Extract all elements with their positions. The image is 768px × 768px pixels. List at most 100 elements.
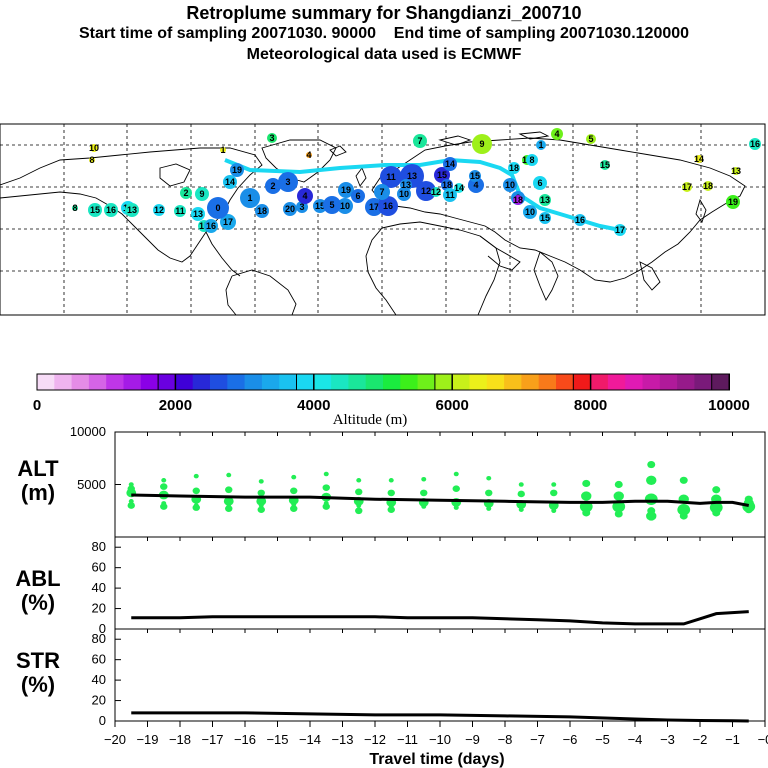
map-point-label: 4 xyxy=(302,191,307,201)
alt-sample-point xyxy=(161,478,167,483)
x-tick-label: −18 xyxy=(169,732,191,747)
map-point: 2 xyxy=(180,187,192,199)
map-point: 3 xyxy=(267,133,277,143)
map-point: 13 xyxy=(125,203,139,217)
colorbar-cell xyxy=(365,374,384,390)
map-point-marker xyxy=(726,195,740,209)
map-point-marker xyxy=(526,154,538,166)
map-point-marker xyxy=(104,203,118,217)
met-data-note: Meteorological data used is ECMWF xyxy=(246,46,522,63)
x-tick-label: −0 xyxy=(758,732,768,747)
map-point-marker xyxy=(265,178,281,194)
alt-sample-point xyxy=(291,474,297,480)
alt-label: ALT xyxy=(17,456,59,481)
alt-sample-point xyxy=(453,471,459,477)
alt-sample-point xyxy=(421,504,427,509)
alt-sample-point xyxy=(550,489,558,497)
map-point-label: 10 xyxy=(505,180,515,190)
x-axis-title: Travel time (days) xyxy=(369,751,504,768)
alt-sample-point xyxy=(582,479,591,488)
map-point-marker xyxy=(338,182,354,198)
alt-unit: (m) xyxy=(21,480,55,505)
map-point-marker xyxy=(125,203,139,217)
map-point-label: 10 xyxy=(89,143,99,153)
map-point: 1 xyxy=(536,140,546,150)
map-point-marker xyxy=(174,205,186,217)
map-point: 19 xyxy=(726,195,740,209)
colorbar-cell xyxy=(175,374,194,390)
map-point-marker xyxy=(551,128,563,140)
map-point: 15 xyxy=(600,160,610,170)
map-point: 13 xyxy=(400,179,412,191)
colorbar-cell xyxy=(106,374,124,390)
y-tick-label: 60 xyxy=(92,652,106,667)
map-point-label: 18 xyxy=(509,163,519,173)
alt-sample-point xyxy=(614,480,623,489)
colorbar-cell xyxy=(123,374,142,390)
map-point: 10 xyxy=(89,143,99,153)
map-point-label: 3 xyxy=(269,133,274,143)
map-point: 6 xyxy=(533,176,547,190)
map-point-marker xyxy=(732,167,740,175)
y-tick-label: 40 xyxy=(92,580,106,595)
map-point-marker xyxy=(749,138,761,150)
map-point-marker xyxy=(469,170,481,182)
str-frame xyxy=(114,628,766,722)
map-point: 20 xyxy=(283,202,297,216)
map-point-marker xyxy=(204,219,218,233)
map-point: 18 xyxy=(513,195,523,205)
map-point-label: 16 xyxy=(206,221,216,231)
map-point-label: 3 xyxy=(299,202,304,212)
alt-sample-point xyxy=(256,496,267,506)
map-point: 14 xyxy=(223,175,237,189)
colorbar-cell xyxy=(434,373,454,391)
map-point: 12 xyxy=(431,187,441,197)
map-point-label: 15 xyxy=(540,213,550,223)
map-point-marker xyxy=(454,183,464,193)
alt-sample-point xyxy=(322,503,330,510)
map-point: 15 xyxy=(539,212,551,224)
map-panel: 9743511516121718131914108418151618131211… xyxy=(0,123,766,316)
x-tick-label: −7 xyxy=(530,732,545,747)
colorbar-cell xyxy=(210,374,228,390)
abl-label: ABL xyxy=(15,566,60,591)
colorbar-tick-label: 0 xyxy=(33,397,41,414)
x-tick-label: −2 xyxy=(693,732,708,747)
alt-sample-point xyxy=(223,496,234,506)
colorbar-cell xyxy=(625,374,643,390)
map-point: 5 xyxy=(323,196,341,214)
y-tick-label: 80 xyxy=(92,539,106,554)
map-point-label: 2 xyxy=(183,188,188,198)
map-point-marker xyxy=(240,188,260,208)
map-point-marker xyxy=(431,187,441,197)
map-points: 9743511516121718131914108418151618131211… xyxy=(72,128,761,236)
map-point-label: 11 xyxy=(175,206,185,216)
chart-title: Retroplume summary for Shangdianzi_20071… xyxy=(186,3,582,23)
map-point-label: 12 xyxy=(421,186,431,196)
map-point: 18 xyxy=(703,181,713,191)
alt-sample-point xyxy=(160,503,168,510)
map-point-label: 15 xyxy=(90,205,100,215)
colorbar: 0 2000 4000 6000 8000 10000 Altitude (m) xyxy=(33,373,750,428)
alt-sample-point xyxy=(452,485,460,493)
map-point: 4 xyxy=(297,188,313,204)
map-point-marker xyxy=(378,196,398,216)
map-point-marker xyxy=(207,197,229,219)
colorbar-cell xyxy=(642,374,661,390)
map-point-marker xyxy=(90,144,98,152)
map-point-label: 11 xyxy=(386,172,396,182)
alt-sample-point xyxy=(518,507,524,512)
map-point-marker xyxy=(586,134,596,144)
map-point: 19 xyxy=(230,163,244,177)
colorbar-cell xyxy=(677,374,695,390)
map-point-marker xyxy=(283,202,297,216)
map-point-marker xyxy=(153,204,165,216)
alt-sample-point xyxy=(486,475,492,481)
map-point: 18 xyxy=(508,162,520,174)
map-point-label: 19 xyxy=(341,185,351,195)
map-point-label: 13 xyxy=(731,166,741,176)
map-point-label: 7 xyxy=(417,136,422,146)
map-point-label: 20 xyxy=(285,204,295,214)
map-point-label: 16 xyxy=(106,205,116,215)
map-point-label: 15 xyxy=(470,171,480,181)
